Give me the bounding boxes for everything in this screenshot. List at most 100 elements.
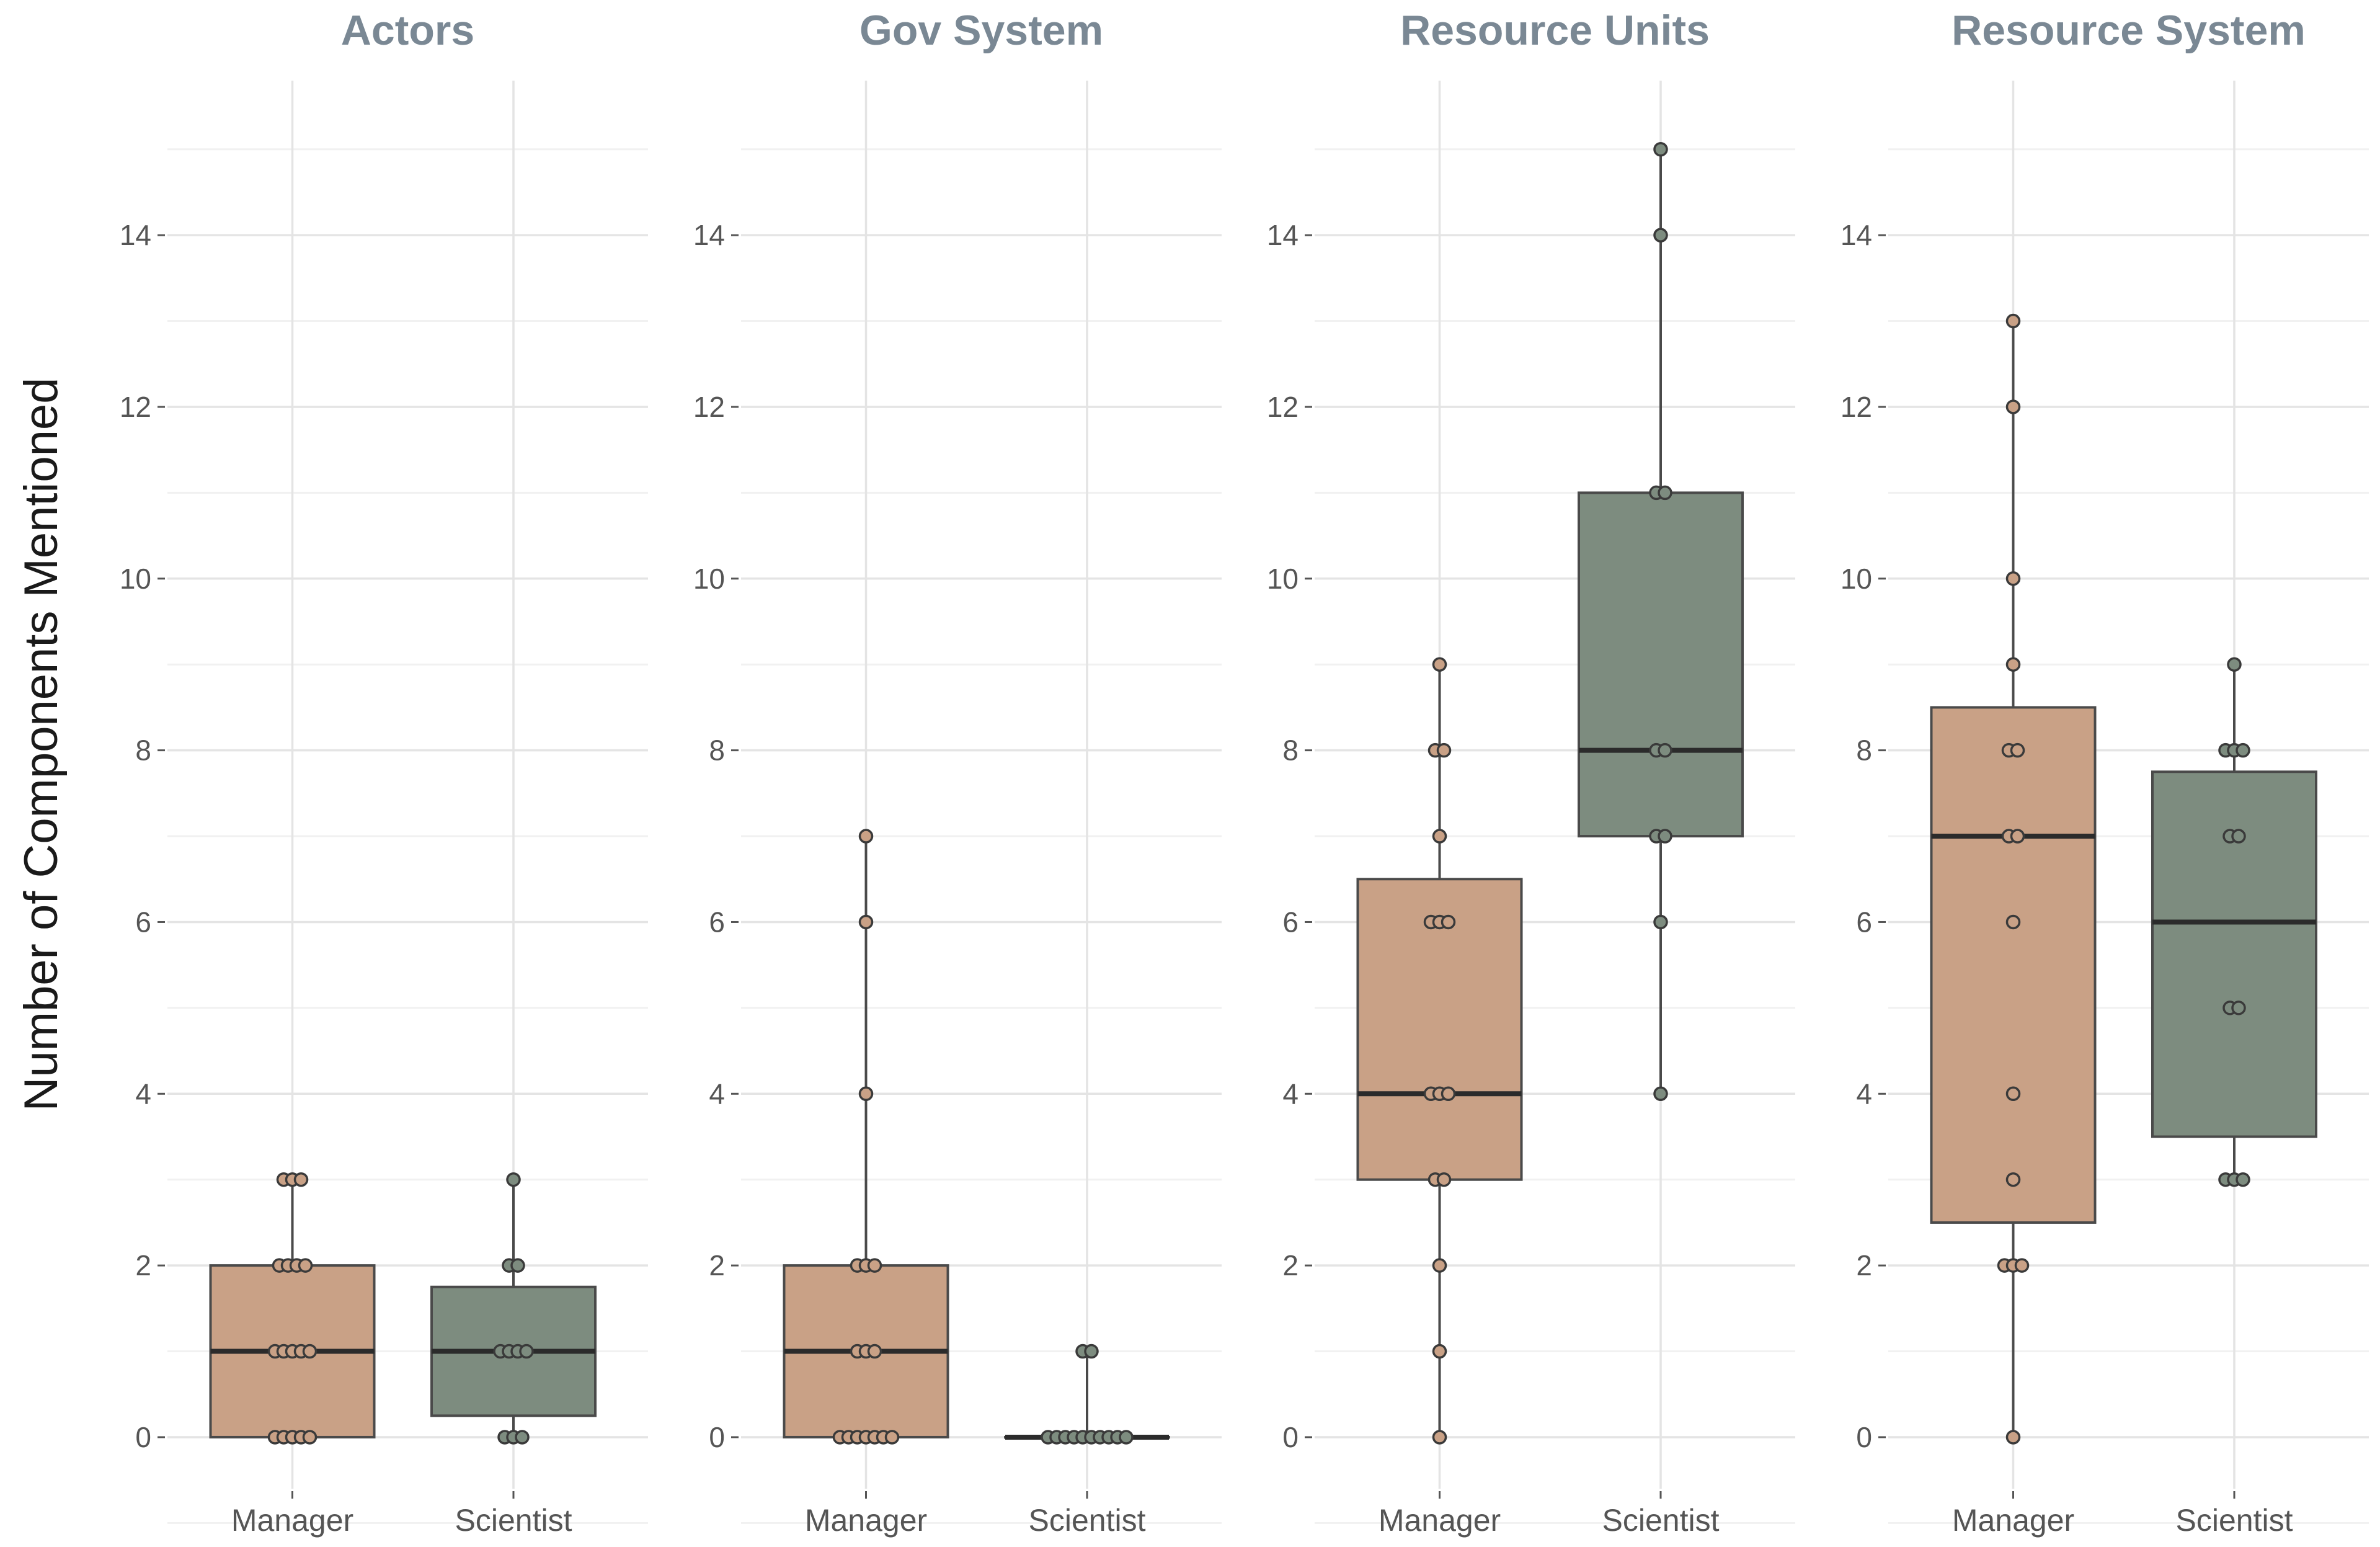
y-tick-label: 0 [135, 1421, 151, 1453]
y-tick-label: 10 [1841, 563, 1872, 595]
scientist-data-point [1658, 829, 1672, 844]
y-tick-label: 4 [709, 1077, 725, 1110]
manager-data-point [1432, 657, 1447, 672]
y-tick-label: 8 [135, 734, 151, 767]
scientist-data-point [515, 1430, 530, 1445]
manager-data-point [867, 1258, 882, 1273]
scientist-data-point [2231, 1001, 2246, 1015]
manager-data-point [884, 1430, 900, 1445]
y-tick-label: 8 [1856, 734, 1872, 767]
scientist-box [1578, 491, 1744, 838]
manager-data-point [2005, 399, 2021, 414]
y-tick-label: 10 [120, 563, 151, 595]
y-tick-label: 2 [1856, 1249, 1872, 1282]
y-tick-label: 10 [693, 563, 725, 595]
y-tick-label: 12 [1267, 391, 1299, 423]
y-tick-label: 4 [1282, 1077, 1299, 1110]
y-tick-label: 6 [135, 906, 151, 938]
facet-title: Resource Units [1400, 7, 1710, 54]
scientist-data-point [1658, 742, 1672, 758]
y-tick-label: 0 [1282, 1421, 1299, 1453]
scientist-data-point [519, 1344, 534, 1359]
y-tick-label: 12 [120, 391, 151, 423]
x-category-label-scientist: Scientist [1602, 1503, 1720, 1538]
scientist-data-point [2236, 1172, 2250, 1187]
scientist-data-point [1653, 141, 1668, 157]
manager-data-point [2005, 313, 2021, 329]
facet-title: Resource System [1952, 7, 2306, 54]
manager-data-point [2005, 657, 2021, 672]
x-category-label-manager: Manager [231, 1503, 353, 1538]
manager-data-point [1441, 1086, 1456, 1102]
facet-resource-system: Resource System 0 2 4 6 8 10 12 14 Manager Scienti… [1841, 7, 2369, 1538]
x-category-label-manager: Manager [805, 1503, 927, 1538]
facet-gov-system: Gov System 0 2 4 6 8 10 12 14 Manager Scientist [693, 7, 1222, 1538]
manager-data-point [2005, 1430, 2021, 1445]
y-tick-label: 12 [693, 391, 725, 423]
y-tick-label: 4 [1856, 1077, 1872, 1110]
scientist-data-point [2231, 829, 2246, 844]
manager-data-point [293, 1172, 309, 1187]
manager-data-point [1432, 1344, 1447, 1359]
facet-title: Actors [341, 7, 474, 54]
scientist-data-point [1653, 1086, 1668, 1102]
facet-title: Gov System [859, 7, 1103, 54]
manager-data-point [1441, 914, 1456, 930]
manager-data-point [1432, 1430, 1447, 1445]
facet-resource-units: Resource Units 0 2 4 6 8 10 12 14 Manager Scientis… [1267, 7, 1795, 1538]
manager-data-point [1436, 1172, 1452, 1187]
manager-data-point [2005, 1172, 2021, 1187]
y-tick-label: 14 [120, 219, 151, 251]
y-tick-label: 6 [1282, 906, 1299, 938]
y-tick-label: 2 [709, 1249, 725, 1282]
y-tick-label: 6 [709, 906, 725, 938]
x-category-label-manager: Manager [1952, 1503, 2074, 1538]
scientist-data-point [1084, 1344, 1099, 1359]
y-tick-label: 14 [1267, 219, 1299, 251]
scientist-data-point [510, 1258, 525, 1273]
manager-data-point [867, 1344, 882, 1359]
manager-data-point [2005, 1086, 2021, 1102]
scientist-data-point [2227, 657, 2242, 672]
manager-data-point [2010, 742, 2025, 758]
x-category-label-scientist: Scientist [2176, 1503, 2293, 1538]
manager-data-point [2014, 1258, 2030, 1273]
x-category-label-scientist: Scientist [1029, 1503, 1146, 1538]
manager-data-point [2005, 571, 2021, 586]
y-tick-label: 12 [1841, 391, 1872, 423]
y-tick-label: 6 [1856, 906, 1872, 938]
y-tick-label: 0 [709, 1421, 725, 1453]
scientist-data-point [2236, 742, 2250, 758]
y-tick-label: 8 [1282, 734, 1299, 767]
y-tick-label: 4 [135, 1077, 151, 1110]
manager-data-point [2010, 829, 2025, 844]
manager-data-point [1432, 829, 1447, 844]
manager-data-point [2005, 914, 2021, 930]
scientist-data-point [1653, 914, 1668, 930]
scientist-data-point [1658, 485, 1672, 501]
x-category-label-manager: Manager [1379, 1503, 1501, 1538]
manager-data-point [298, 1258, 313, 1273]
manager-data-point [858, 914, 874, 930]
y-tick-label: 8 [709, 734, 725, 767]
y-tick-label: 0 [1856, 1421, 1872, 1453]
manager-data-point [302, 1430, 317, 1445]
y-tick-label: 2 [1282, 1249, 1299, 1282]
y-tick-label: 14 [693, 219, 725, 251]
manager-data-point [858, 1086, 874, 1102]
manager-data-point [1432, 1258, 1447, 1273]
scientist-data-point [506, 1172, 521, 1187]
y-tick-label: 10 [1267, 563, 1299, 595]
scientist-data-point [1119, 1430, 1134, 1445]
manager-box [1930, 706, 2097, 1224]
y-axis-title: Number of Components Mentioned [15, 378, 68, 1112]
x-category-label-scientist: Scientist [455, 1503, 572, 1538]
manager-data-point [1436, 742, 1452, 758]
scientist-box [2151, 770, 2317, 1138]
facet-actors: Actors 0 2 4 6 8 10 12 14 Manager Scientist [120, 7, 648, 1538]
y-tick-label: 14 [1841, 219, 1872, 251]
scientist-data-point [1653, 228, 1668, 243]
manager-data-point [302, 1344, 317, 1359]
